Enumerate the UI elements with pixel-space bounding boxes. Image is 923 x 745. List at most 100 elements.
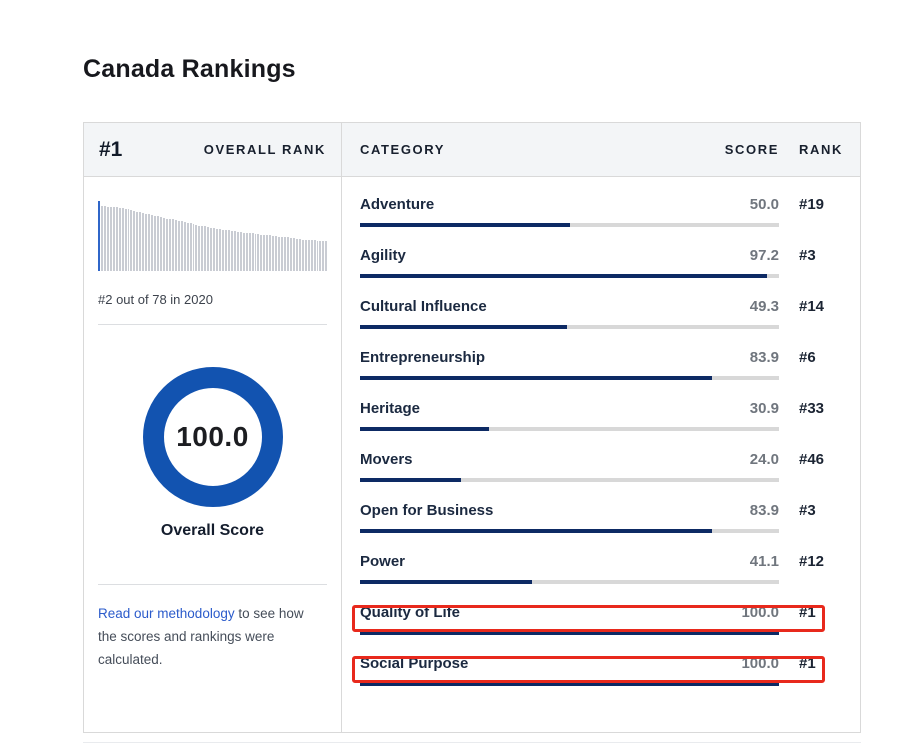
sparkline-bar <box>251 233 254 271</box>
sparkline-bar <box>254 233 257 271</box>
score-bar-track <box>360 274 779 278</box>
category-score: 24.0 <box>749 451 779 468</box>
overall-score-value: 100.0 <box>176 421 249 452</box>
score-bar-fill <box>360 376 712 380</box>
sparkline-bar <box>160 217 162 271</box>
sparkline-bar <box>266 235 269 271</box>
table-row: Social Purpose 100.0 #1 <box>352 636 842 687</box>
sparkline-bar <box>130 210 133 271</box>
table-row: Cultural Influence 49.3 #14 <box>360 279 842 330</box>
sparkline-bar <box>239 231 242 271</box>
table-row: Heritage 30.9 #33 <box>360 381 842 432</box>
score-bar-fill <box>360 427 490 431</box>
sparkline-bar <box>115 207 118 271</box>
category-table-body: Adventure 50.0 #19 Agility 97.2 #3 <box>342 177 860 687</box>
category-score: 49.3 <box>749 298 779 315</box>
sparkline-bar <box>183 222 186 271</box>
sparkline-bar <box>195 224 198 271</box>
score-bar-track <box>360 376 779 380</box>
category-name: Open for Business <box>360 502 494 519</box>
sparkline-bar <box>154 215 157 271</box>
category-score: 83.9 <box>749 502 779 519</box>
sparkline-bar <box>284 237 286 271</box>
table-header-main: CATEGORY SCORE <box>360 142 779 157</box>
sparkline-bar <box>289 238 292 271</box>
sparkline-bar <box>304 239 307 271</box>
methodology-link[interactable]: Read our methodology <box>98 606 235 621</box>
score-bar-fill <box>360 580 533 584</box>
sparkline-bar <box>230 231 233 271</box>
sparkline-bar <box>227 230 230 271</box>
sparkline-bar <box>180 221 183 271</box>
score-bar-fill <box>360 478 461 482</box>
sparkline-bar <box>307 240 310 271</box>
overall-rank-header: #1 OVERALL RANK <box>84 123 341 177</box>
score-bar-track <box>360 427 779 431</box>
category-rank: #33 <box>799 400 825 417</box>
sparkline-bar <box>127 209 130 271</box>
overall-score-donut: 100.0 <box>142 367 283 507</box>
sparkline-bar <box>177 220 180 271</box>
category-name: Movers <box>360 451 413 468</box>
table-row: Adventure 50.0 #19 <box>360 177 842 228</box>
sparkline-bar <box>174 219 177 271</box>
category-score: 50.0 <box>749 196 779 213</box>
sparkline-bar <box>168 218 171 271</box>
score-bar-fill <box>360 274 768 278</box>
category-score: 100.0 <box>741 604 779 621</box>
sparkline-bar <box>313 240 316 271</box>
sparkline-bar <box>292 238 295 271</box>
table-row: Power 41.1 #12 <box>360 534 842 585</box>
sparkline-bar <box>224 230 227 271</box>
sparkline-bar <box>248 233 251 271</box>
sparkline-bar <box>103 205 106 271</box>
sparkline-bar <box>142 212 145 271</box>
sparkline-bar <box>118 208 121 271</box>
category-rank: #14 <box>799 298 825 315</box>
sparkline-bar <box>287 237 289 271</box>
score-bar-track <box>360 325 779 329</box>
sparkline-bar <box>133 210 136 271</box>
header-category: CATEGORY <box>360 142 446 157</box>
sparkline-bar <box>216 229 219 271</box>
sparkline-bar <box>124 208 127 271</box>
sparkline-bar <box>189 223 192 271</box>
category-name: Power <box>360 553 406 570</box>
sparkline-bar <box>207 226 210 271</box>
sparkline-bar <box>219 229 222 271</box>
category-name: Adventure <box>360 196 435 213</box>
sparkline-bar <box>192 224 195 271</box>
sparkline-bar <box>210 227 213 271</box>
category-name: Heritage <box>360 400 421 417</box>
sparkline-bar <box>242 232 245 271</box>
page-title: Canada Rankings <box>83 55 296 83</box>
category-rank: #3 <box>799 502 816 519</box>
score-bar-fill <box>360 682 779 686</box>
divider <box>98 584 327 585</box>
table-row: Agility 97.2 #3 <box>360 228 842 279</box>
sparkline-bar <box>145 213 148 271</box>
category-score: 83.9 <box>749 349 779 366</box>
overall-rank-value: #1 <box>99 137 123 161</box>
sparkline-bar <box>171 219 174 271</box>
sparkline-bar <box>272 236 275 271</box>
category-rank: #6 <box>799 349 816 366</box>
sparkline-bar <box>198 225 201 271</box>
sparkline-bar <box>260 234 263 271</box>
next-section-edge <box>83 742 861 743</box>
sparkline-bar <box>165 218 168 271</box>
score-bar-track <box>360 631 779 635</box>
category-score: 30.9 <box>749 400 779 417</box>
divider <box>98 324 327 325</box>
overall-rank-body: #2 out of 78 in 2020 100.0 Overall Score… <box>84 177 341 732</box>
sparkline-bar <box>236 231 239 271</box>
header-score: SCORE <box>724 142 779 157</box>
sparkline-bar <box>263 234 266 271</box>
table-row: Quality of Life 100.0 #1 <box>352 585 842 636</box>
sparkline-bar <box>322 240 325 271</box>
sparkline-bar <box>278 236 281 271</box>
rank-history-sparkline <box>98 201 328 271</box>
sparkline-bar <box>269 235 272 271</box>
score-bar-fill <box>360 529 712 533</box>
sparkline-bar <box>257 233 260 271</box>
